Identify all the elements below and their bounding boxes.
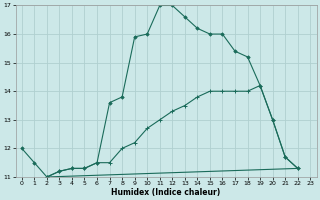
X-axis label: Humidex (Indice chaleur): Humidex (Indice chaleur): [111, 188, 221, 197]
